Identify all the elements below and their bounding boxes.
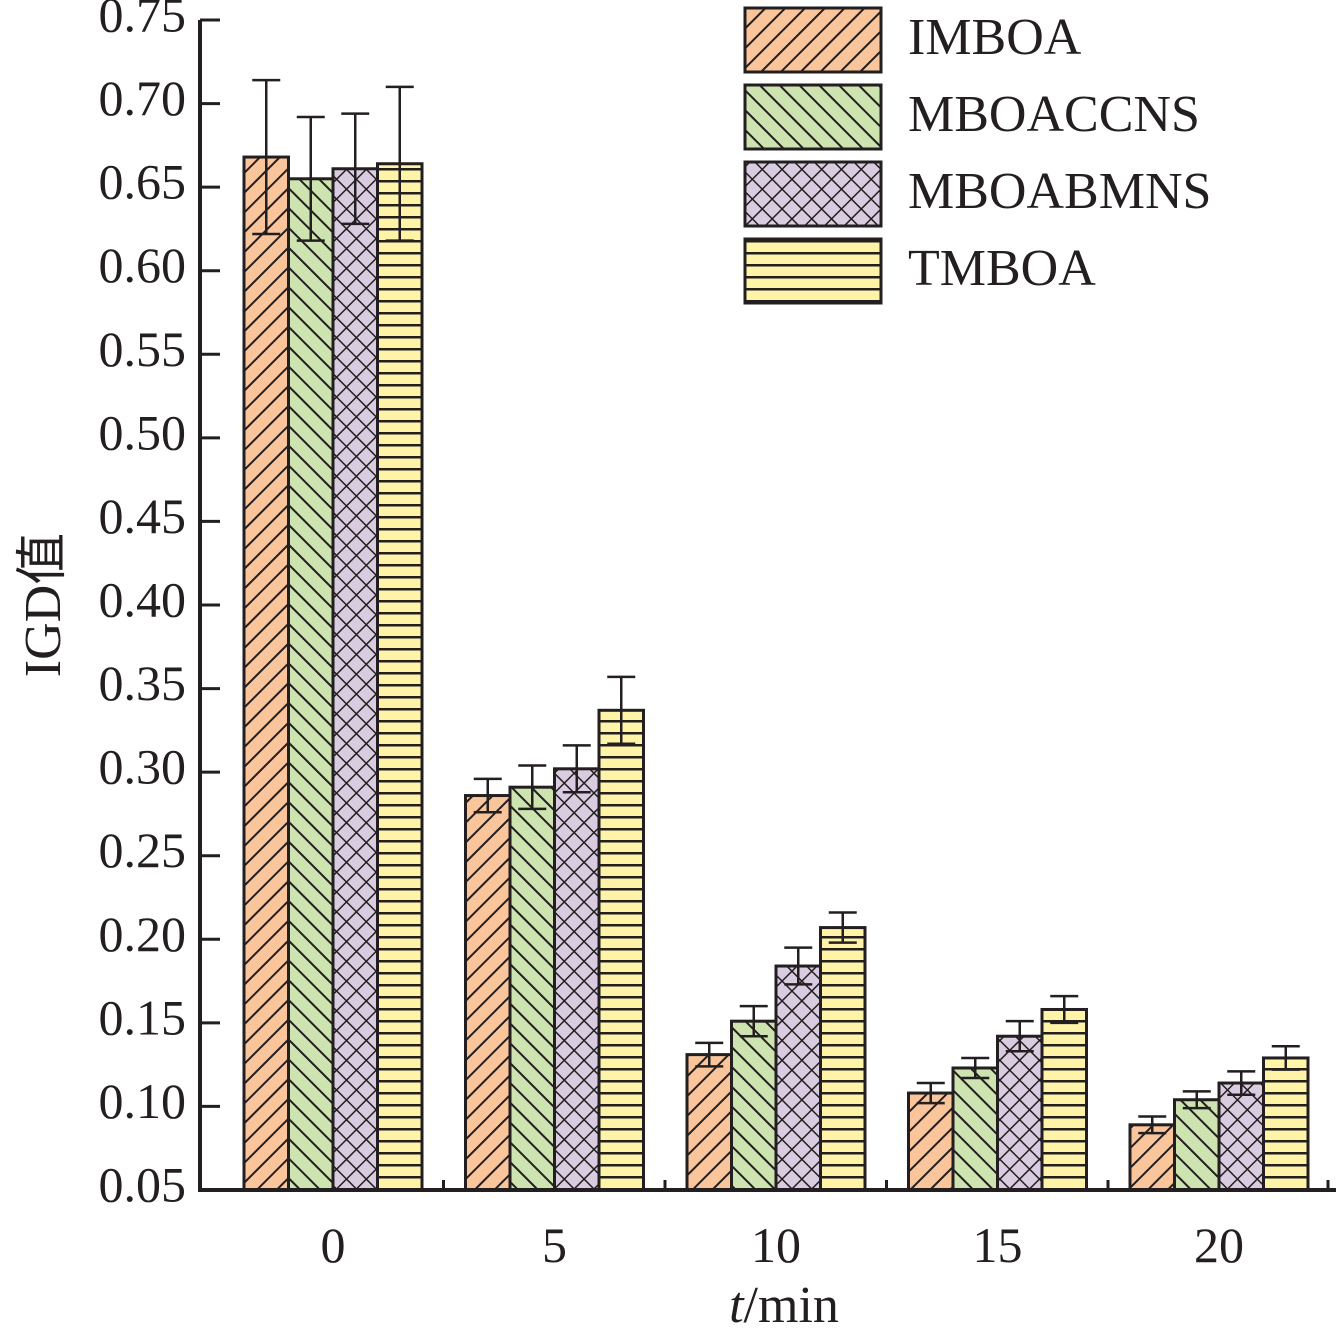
y-tick-label-0.10: 0.10 xyxy=(99,1073,187,1129)
bar-tmboa-5 xyxy=(597,708,645,1192)
x-ticks: 0 5 10 15 20 xyxy=(321,1180,1330,1273)
y-tick-label-0.75: 0.75 xyxy=(99,0,187,42)
y-tick-label-0.50: 0.50 xyxy=(99,404,187,460)
legend-swatch-tmboa xyxy=(743,237,883,305)
legend-swatch-mboabmns xyxy=(743,160,883,228)
x-tick-label-0: 0 xyxy=(321,1217,346,1273)
bar-mboaccns-20 xyxy=(1173,1098,1221,1192)
bar-imboa-15 xyxy=(907,1091,955,1192)
y-tick-label-0.05: 0.05 xyxy=(99,1156,187,1212)
bar-mboabmns-0 xyxy=(331,167,379,1192)
x-tick-label-20: 20 xyxy=(1194,1217,1244,1273)
legend-label-imboa: IMBOA xyxy=(908,9,1082,66)
y-tick-label-0.70: 0.70 xyxy=(99,70,187,126)
x-tick-label-10: 10 xyxy=(751,1217,801,1273)
y-tick-label-0.15: 0.15 xyxy=(99,989,187,1045)
y-tick-label-0.35: 0.35 xyxy=(99,655,187,711)
x-axis-label-variable: t xyxy=(729,1277,745,1332)
bar-mboabmns-20 xyxy=(1217,1081,1265,1192)
x-axis-label: t/min xyxy=(729,1277,839,1332)
legend-label-tmboa: TMBOA xyxy=(908,240,1096,297)
bar-mboabmns-5 xyxy=(553,767,601,1192)
y-tick-label-0.40: 0.40 xyxy=(99,571,187,627)
bar-mboaccns-15 xyxy=(951,1066,999,1192)
bar-tmboa-0 xyxy=(376,162,424,1192)
error-bars-layer xyxy=(252,78,1300,1135)
legend-swatch-mboaccns xyxy=(743,83,883,151)
bar-mboaccns-5 xyxy=(508,785,556,1192)
bar-mboabmns-15 xyxy=(996,1034,1044,1192)
y-tick-label-0.55: 0.55 xyxy=(99,321,187,377)
x-tick-label-5: 5 xyxy=(542,1217,567,1273)
bar-imboa-5 xyxy=(464,794,512,1192)
y-tick-label-0.30: 0.30 xyxy=(99,739,187,795)
y-tick-label-0.25: 0.25 xyxy=(99,822,187,878)
bar-mboabmns-10 xyxy=(774,964,822,1192)
bar-imboa-10 xyxy=(685,1053,733,1192)
x-axis-label-unit: /min xyxy=(744,1277,839,1332)
bar-imboa-0 xyxy=(242,155,290,1192)
bar-tmboa-10 xyxy=(819,926,867,1192)
bar-mboaccns-0 xyxy=(287,177,335,1192)
legend-label-mboabmns: MBOABMNS xyxy=(908,163,1211,220)
y-tick-label-0.65: 0.65 xyxy=(99,154,187,210)
bar-tmboa-15 xyxy=(1040,1007,1088,1192)
y-ticks: 0.05 0.10 0.15 0.20 0.25 0.30 0.35 0.40 0.45 0.50… xyxy=(99,0,220,1212)
y-axis-label: IGD值 xyxy=(15,533,72,677)
legend-label-mboaccns: MBOACCNS xyxy=(908,86,1200,143)
y-tick-label-0.45: 0.45 xyxy=(99,488,187,544)
bar-imboa-20 xyxy=(1128,1123,1176,1192)
y-tick-label-0.60: 0.60 xyxy=(99,237,187,293)
bar-tmboa-20 xyxy=(1262,1056,1310,1192)
bars-layer xyxy=(242,155,1310,1192)
bar-mboaccns-10 xyxy=(730,1019,778,1192)
legend: IMBOA MBOACCNS MBOABMNS TMBOA xyxy=(743,6,1211,305)
y-tick-label-0.20: 0.20 xyxy=(99,906,187,962)
legend-swatch-imboa xyxy=(743,6,883,74)
x-tick-label-15: 15 xyxy=(973,1217,1023,1273)
